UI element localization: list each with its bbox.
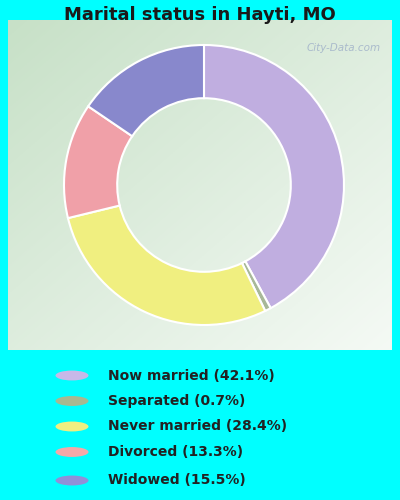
Text: Never married (28.4%): Never married (28.4%)	[108, 420, 287, 434]
Wedge shape	[68, 206, 265, 325]
Text: Marital status in Hayti, MO: Marital status in Hayti, MO	[64, 6, 336, 24]
Wedge shape	[88, 45, 204, 136]
Text: Divorced (13.3%): Divorced (13.3%)	[108, 445, 243, 459]
Text: Widowed (15.5%): Widowed (15.5%)	[108, 474, 246, 488]
Text: Separated (0.7%): Separated (0.7%)	[108, 394, 245, 408]
Ellipse shape	[56, 447, 88, 457]
Ellipse shape	[56, 476, 88, 486]
Text: City-Data.com: City-Data.com	[306, 43, 380, 53]
Ellipse shape	[56, 396, 88, 406]
Ellipse shape	[56, 370, 88, 380]
Ellipse shape	[56, 422, 88, 432]
Wedge shape	[64, 106, 132, 218]
Wedge shape	[204, 45, 344, 308]
Wedge shape	[242, 262, 271, 311]
Text: Now married (42.1%): Now married (42.1%)	[108, 368, 275, 382]
